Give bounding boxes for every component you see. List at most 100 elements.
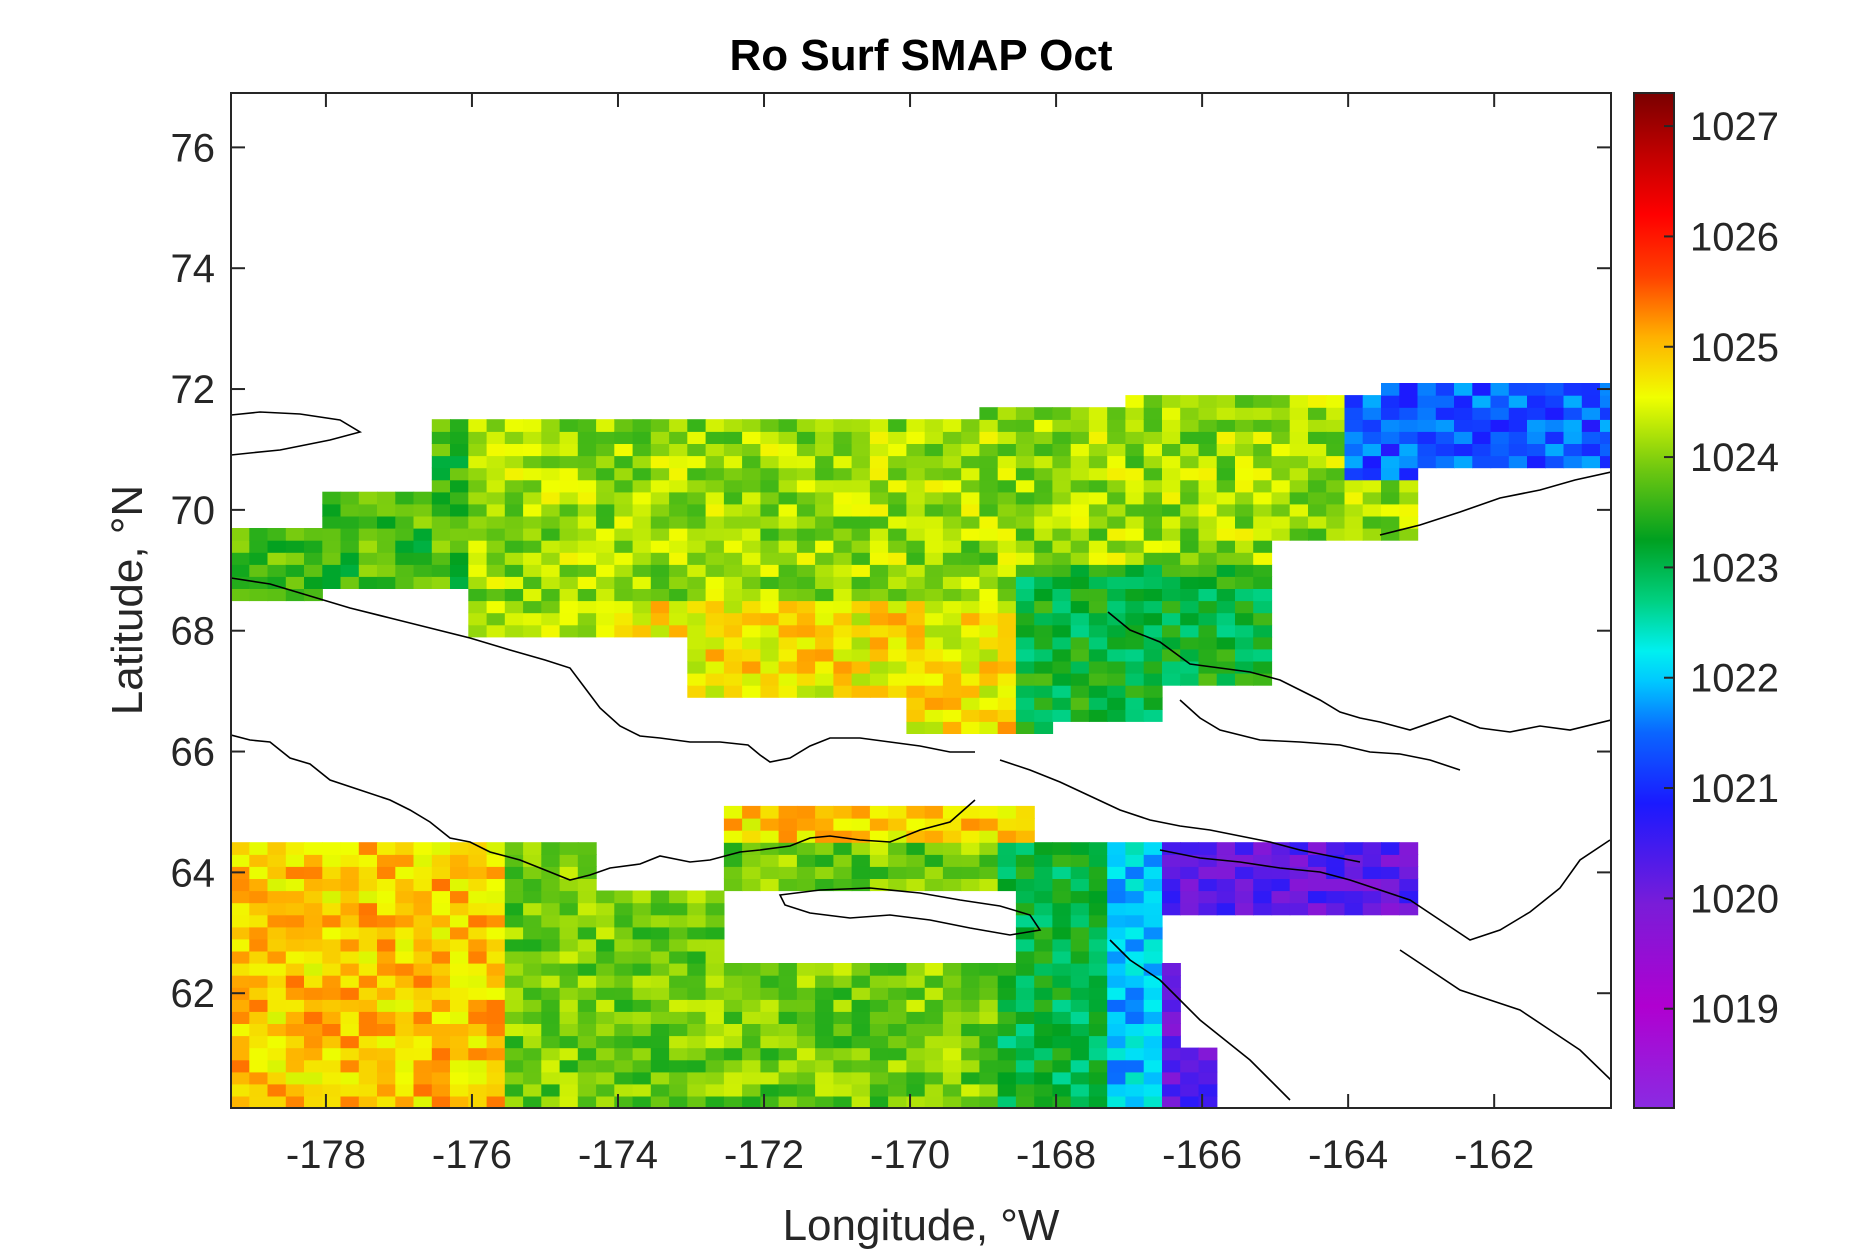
- heatmap-cell: [1271, 419, 1291, 432]
- heatmap-cell: [1180, 878, 1200, 892]
- heatmap-cell: [833, 866, 853, 879]
- heatmap-cell: [468, 878, 488, 892]
- heatmap-cell: [1052, 1059, 1072, 1073]
- heatmap-cell: [322, 854, 342, 867]
- heatmap-cell: [851, 600, 871, 614]
- heatmap-cell: [596, 1071, 615, 1085]
- heatmap-cell: [267, 1011, 287, 1024]
- heatmap-cell: [1417, 395, 1437, 408]
- heatmap-cell: [1125, 648, 1145, 662]
- heatmap-cell: [869, 455, 889, 469]
- heatmap-cell: [1070, 1071, 1090, 1085]
- heatmap-cell: [577, 552, 597, 565]
- heatmap-cell: [1216, 842, 1236, 855]
- heatmap-cell: [869, 805, 889, 819]
- heatmap-cell: [450, 1059, 469, 1073]
- heatmap-cell: [815, 1059, 834, 1073]
- heatmap-cell: [942, 515, 962, 529]
- heatmap-cell: [760, 479, 780, 493]
- heatmap-cell: [559, 1023, 579, 1037]
- heatmap-cell: [1527, 395, 1546, 408]
- heatmap-cell: [632, 950, 652, 964]
- heatmap-cell: [1070, 854, 1090, 867]
- heatmap-cell: [961, 576, 981, 589]
- heatmap-cell: [377, 1011, 396, 1024]
- heatmap-cell: [1107, 878, 1127, 892]
- heatmap-cell: [1015, 1083, 1035, 1097]
- heatmap-cell: [1088, 552, 1108, 565]
- heatmap-cell: [669, 479, 688, 493]
- heatmap-cell: [1381, 866, 1400, 879]
- heatmap-cell: [778, 467, 798, 481]
- heatmap-cell: [340, 987, 360, 1000]
- heatmap-cell: [1143, 455, 1163, 469]
- heatmap-cell: [450, 963, 469, 976]
- heatmap-cell: [468, 1035, 488, 1049]
- heatmap-cell: [577, 1047, 597, 1061]
- heatmap-cell: [851, 612, 871, 626]
- heatmap-cell: [924, 1011, 944, 1024]
- heatmap-cell: [851, 552, 871, 565]
- heatmap-cell: [523, 540, 542, 553]
- heatmap-cell: [1253, 431, 1273, 444]
- heatmap-cell: [924, 1035, 944, 1049]
- heatmap-cell: [1435, 443, 1455, 457]
- heatmap-cell: [1344, 842, 1364, 855]
- heatmap-cell: [888, 467, 907, 481]
- heatmap-cell: [577, 503, 597, 517]
- heatmap-cell: [888, 564, 907, 577]
- heatmap-cell: [888, 624, 907, 638]
- heatmap-cell: [1180, 528, 1200, 541]
- heatmap-cell: [705, 564, 725, 577]
- heatmap-cell: [997, 660, 1017, 674]
- heatmap-cell: [231, 1023, 250, 1037]
- heatmap-cell: [1107, 673, 1127, 686]
- heatmap-cell: [723, 467, 743, 481]
- heatmap-cell: [888, 830, 907, 843]
- heatmap-cell: [687, 950, 707, 964]
- heatmap-cell: [669, 987, 688, 1000]
- heatmap-cell: [1034, 866, 1054, 879]
- heatmap-cell: [1289, 890, 1309, 904]
- heatmap-cell: [249, 975, 269, 988]
- heatmap-cell: [906, 636, 926, 650]
- heatmap-cell: [687, 902, 707, 916]
- heatmap-cell: [705, 926, 725, 940]
- heatmap-cell: [231, 552, 250, 565]
- heatmap-cell: [632, 890, 652, 904]
- heatmap-cell: [340, 1095, 360, 1108]
- heatmap-cell: [888, 660, 907, 674]
- heatmap-cell: [869, 975, 889, 988]
- heatmap-cell: [650, 552, 670, 565]
- heatmap-cell: [632, 999, 652, 1012]
- heatmap-cell: [997, 866, 1017, 879]
- heatmap-cell: [468, 1023, 488, 1037]
- heatmap-cell: [577, 842, 597, 855]
- heatmap-cell: [632, 515, 652, 529]
- heatmap-cell: [1034, 612, 1054, 626]
- heatmap-cell: [322, 950, 342, 964]
- heatmap-cell: [979, 1083, 999, 1097]
- heatmap-cell: [906, 854, 926, 867]
- heatmap-cell: [1015, 963, 1035, 976]
- heatmap-cell: [1490, 407, 1510, 420]
- heatmap-cell: [577, 902, 597, 916]
- heatmap-cell: [486, 938, 506, 952]
- heatmap-cell: [1308, 467, 1327, 481]
- heatmap-cell: [1180, 636, 1200, 650]
- heatmap-cell: [1399, 395, 1419, 408]
- heatmap-cell: [760, 588, 780, 602]
- heatmap-cell: [979, 818, 999, 831]
- heatmap-cell: [377, 1035, 396, 1049]
- heatmap-cell: [413, 1047, 433, 1061]
- heatmap-cell: [577, 854, 597, 867]
- heatmap-cell: [1143, 467, 1163, 481]
- heatmap-cell: [596, 999, 615, 1012]
- heatmap-cell: [833, 491, 853, 505]
- heatmap-cell: [504, 950, 524, 964]
- heatmap-cell: [1253, 528, 1273, 541]
- heatmap-cell: [1527, 383, 1546, 396]
- heatmap-cell: [541, 1059, 561, 1073]
- heatmap-cell: [541, 503, 561, 517]
- heatmap-cell: [833, 818, 853, 831]
